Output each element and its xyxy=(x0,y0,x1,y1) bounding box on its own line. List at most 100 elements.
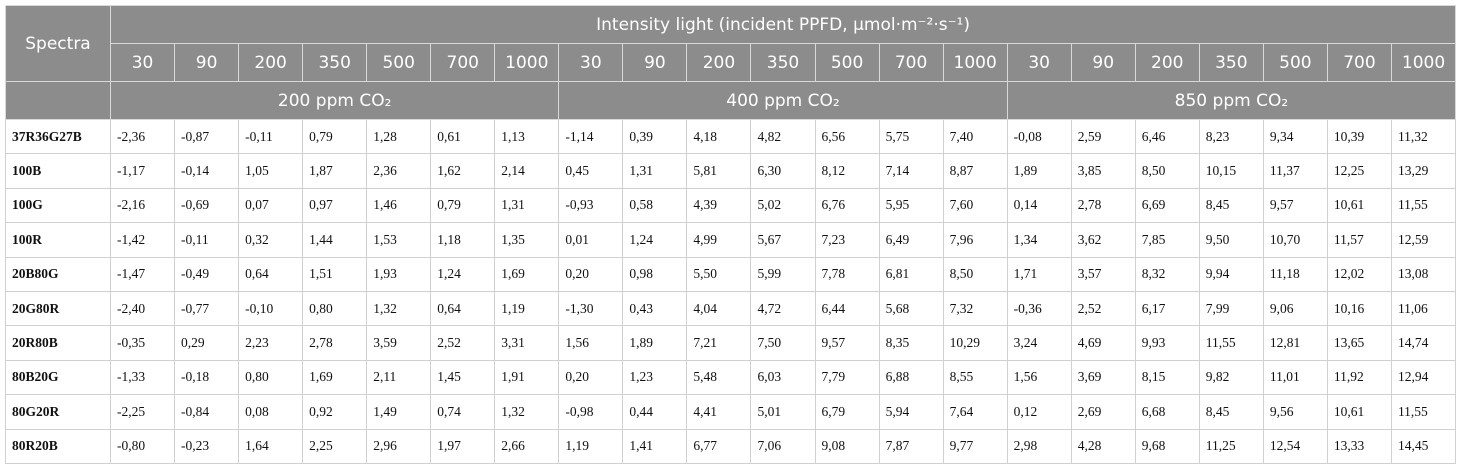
table-row: 100R -1,42 -0,11 0,32 1,44 1,53 1,18 1,35 0,01 1,… xyxy=(5,222,1457,258)
value-cell: 1,87 xyxy=(302,153,368,189)
value-cell: -0,80 xyxy=(109,428,176,464)
value-cell: 10,15 xyxy=(1198,153,1264,189)
value-cell: -1,42 xyxy=(109,222,176,258)
value-cell: -0,08 xyxy=(1006,118,1072,155)
value-cell: 2,69 xyxy=(1070,394,1136,430)
intensity-level: 30 xyxy=(558,43,624,82)
intensity-level: 700 xyxy=(1326,43,1392,82)
table-row: 100B -1,17 -0,14 1,05 1,87 2,36 1,62 2,14 0,45 1,… xyxy=(5,153,1457,189)
value-cell: 0,12 xyxy=(1006,394,1072,430)
intensity-level: 90 xyxy=(1070,43,1136,82)
value-cell: 2,36 xyxy=(366,153,432,189)
value-cell: -1,17 xyxy=(109,153,176,189)
intensity-level: 200 xyxy=(1134,43,1200,82)
value-cell: 0,98 xyxy=(622,256,688,292)
value-cell: 12,94 xyxy=(1390,359,1457,396)
value-cell: 5,99 xyxy=(750,256,816,292)
value-cell: 12,59 xyxy=(1390,222,1457,258)
intensity-header: Intensity light (incident PPFD, µmol·m⁻²… xyxy=(109,5,1457,44)
intensity-level: 90 xyxy=(622,43,688,82)
value-cell: 7,78 xyxy=(814,256,880,292)
value-cell: 0,08 xyxy=(238,394,304,430)
value-cell: 1,51 xyxy=(302,256,368,292)
value-cell: 0,64 xyxy=(238,256,304,292)
co2-group: 850 ppm CO₂ xyxy=(1006,81,1457,120)
header-row: Spectra Intensity light (incident PPFD, µ… xyxy=(5,5,1457,82)
value-cell: 1,56 xyxy=(558,325,624,361)
table-row: 20G80R -2,40 -0,77 -0,10 0,80 1,32 0,64 1,19 -1,… xyxy=(5,290,1457,327)
value-cell: 1,05 xyxy=(238,153,304,189)
value-cell: 1,31 xyxy=(494,187,560,224)
value-cell: 5,81 xyxy=(686,153,752,189)
value-cell: 5,68 xyxy=(878,290,944,327)
value-cell: 6,17 xyxy=(1134,290,1200,327)
intensity-level: 700 xyxy=(878,43,944,82)
value-cell: 9,68 xyxy=(1134,428,1200,464)
value-cell: 2,14 xyxy=(494,153,560,189)
value-cell: 1,45 xyxy=(430,359,496,396)
value-cell: 10,70 xyxy=(1262,222,1328,258)
value-cell: 1,23 xyxy=(622,359,688,396)
header-cell xyxy=(5,81,111,120)
intensity-level: 350 xyxy=(1198,43,1264,82)
spectra-name: 20R80B xyxy=(5,325,111,361)
table-body: 37R36G27B -2,36 -0,87 -0,11 0,79 1,28 0,61 1,13… xyxy=(5,118,1457,464)
value-cell: 1,89 xyxy=(622,325,688,361)
value-cell: 7,32 xyxy=(942,290,1008,327)
value-cell: 13,29 xyxy=(1390,153,1457,189)
value-cell: 1,49 xyxy=(366,394,432,430)
intensity-level: 200 xyxy=(238,43,304,82)
value-cell: 1,56 xyxy=(1006,359,1072,396)
spectra-name: 80R20B xyxy=(5,428,111,464)
value-cell: 6,03 xyxy=(750,359,816,396)
value-cell: 10,61 xyxy=(1326,187,1392,224)
value-cell: 9,57 xyxy=(814,325,880,361)
value-cell: 1,89 xyxy=(1006,153,1072,189)
intensity-level: 1000 xyxy=(494,43,560,82)
value-cell: 9,94 xyxy=(1198,256,1264,292)
value-cell: -1,33 xyxy=(109,359,176,396)
value-cell: 6,69 xyxy=(1134,187,1200,224)
value-cell: 11,25 xyxy=(1198,428,1264,464)
value-cell: 0,01 xyxy=(558,222,624,258)
value-cell: 1,69 xyxy=(302,359,368,396)
value-cell: 8,45 xyxy=(1198,187,1264,224)
value-cell: 1,31 xyxy=(622,153,688,189)
value-cell: 6,88 xyxy=(878,359,944,396)
value-cell: 12,02 xyxy=(1326,256,1392,292)
value-cell: 1,19 xyxy=(494,290,560,327)
intensity-level: 30 xyxy=(1006,43,1072,82)
intensity-level: 500 xyxy=(814,43,880,82)
value-cell: 1,64 xyxy=(238,428,304,464)
value-cell: 3,31 xyxy=(494,325,560,361)
value-cell: 3,57 xyxy=(1070,256,1136,292)
value-cell: 3,69 xyxy=(1070,359,1136,396)
value-cell: -1,47 xyxy=(109,256,176,292)
value-cell: 4,82 xyxy=(750,118,816,155)
value-cell: 3,62 xyxy=(1070,222,1136,258)
value-cell: 11,55 xyxy=(1390,187,1457,224)
spectra-name: 100G xyxy=(5,187,111,224)
value-cell: 11,55 xyxy=(1390,394,1457,430)
value-cell: 1,41 xyxy=(622,428,688,464)
value-cell: 6,77 xyxy=(686,428,752,464)
spectra-name: 20B80G xyxy=(5,256,111,292)
value-cell: -2,40 xyxy=(109,290,176,327)
value-cell: 1,13 xyxy=(494,118,560,155)
value-cell: 0,74 xyxy=(430,394,496,430)
value-cell: 5,48 xyxy=(686,359,752,396)
co2-group: 400 ppm CO₂ xyxy=(558,81,1008,120)
value-cell: 0,29 xyxy=(174,325,240,361)
value-cell: 2,66 xyxy=(494,428,560,464)
value-cell: 6,56 xyxy=(814,118,880,155)
value-cell: 0,80 xyxy=(238,359,304,396)
value-cell: 10,61 xyxy=(1326,394,1392,430)
value-cell: 1,53 xyxy=(366,222,432,258)
value-cell: 1,69 xyxy=(494,256,560,292)
value-cell: -1,14 xyxy=(558,118,624,155)
value-cell: -1,30 xyxy=(558,290,624,327)
value-cell: 11,06 xyxy=(1390,290,1457,327)
value-cell: 0,79 xyxy=(430,187,496,224)
value-cell: 3,85 xyxy=(1070,153,1136,189)
